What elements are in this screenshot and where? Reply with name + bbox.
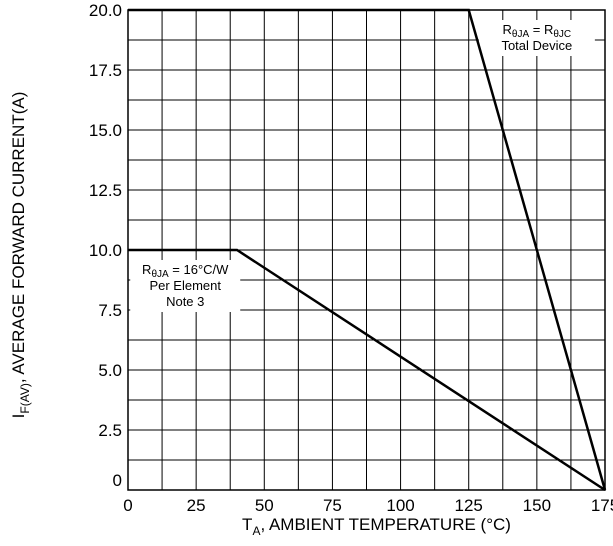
x-tick-label: 75: [323, 496, 342, 515]
annotation-line: RθJA = 16°C/W: [142, 262, 229, 280]
y-tick-label: 2.5: [98, 421, 122, 440]
y-tick-label: 5.0: [98, 361, 122, 380]
annotation-line: Note 3: [166, 294, 204, 309]
x-tick-label: 50: [255, 496, 274, 515]
annotation-line: Per Element: [149, 278, 221, 293]
x-tick-label: 0: [123, 496, 132, 515]
x-tick-label: 175: [591, 496, 613, 515]
y-tick-label: 17.5: [89, 61, 122, 80]
y-tick-label: 10.0: [89, 241, 122, 260]
y-axis-label: IF(AV), AVERAGE FORWARD CURRENT(A): [9, 92, 32, 419]
tick-labels: 0 25 50 75 100 125 150 175 0 2.5 5.0 7.5 10.0 12.5 15.…: [89, 1, 613, 515]
x-axis-label: TA, AMBIENT TEMPERATURE (°C): [242, 515, 511, 538]
x-tick-label: 125: [455, 496, 483, 515]
y-tick-label: 15.0: [89, 121, 122, 140]
annotation-line: Total Device: [501, 38, 572, 53]
series-line-2: [128, 248, 606, 492]
x-tick-label: 100: [386, 496, 414, 515]
y-tick-label: 12.5: [89, 181, 122, 200]
series-lines: [128, 8, 607, 492]
y-tick-label: 20.0: [89, 1, 122, 20]
series-line-1: [128, 8, 607, 491]
y-tick-label: 7.5: [98, 301, 122, 320]
x-tick-label: 25: [187, 496, 206, 515]
annotation-background: [478, 20, 595, 56]
annotation-line: RθJA = RθJC: [503, 22, 572, 40]
x-tick-label: 150: [523, 496, 551, 515]
y-tick-label: 0: [113, 471, 122, 490]
annotation-background: [130, 260, 241, 312]
annotation-backgrounds: [130, 20, 595, 312]
